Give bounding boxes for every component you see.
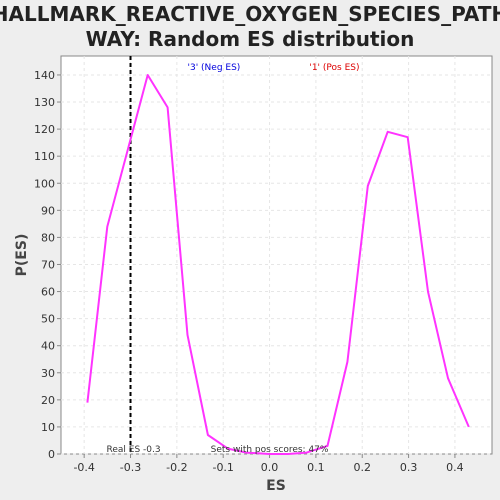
x-tick-label: -0.3 bbox=[120, 461, 141, 474]
y-tick-label: 40 bbox=[41, 340, 55, 353]
y-tick-label: 60 bbox=[41, 286, 55, 299]
x-tick-label: 0.2 bbox=[353, 461, 371, 474]
x-tick-label: -0.1 bbox=[212, 461, 233, 474]
chart-title-line-2: WAY: Random ES distribution bbox=[86, 27, 415, 51]
y-tick-label: 140 bbox=[34, 69, 55, 82]
plot-area bbox=[60, 55, 493, 455]
legend-pos-es: '1' (Pos ES) bbox=[309, 63, 359, 73]
y-tick-label: 50 bbox=[41, 313, 55, 326]
pos-scores-annotation: Sets with pos scores: 47% bbox=[211, 445, 329, 455]
x-tick-label: -0.2 bbox=[166, 461, 187, 474]
x-tick-label: 0.1 bbox=[307, 461, 325, 474]
y-tick-label: 30 bbox=[41, 367, 55, 380]
y-tick-label: 110 bbox=[34, 150, 55, 163]
x-axis-ticks: -0.4 -0.3 -0.2 -0.1 0.0 0.1 0.2 0.3 0.4 bbox=[73, 454, 464, 474]
y-tick-label: 100 bbox=[34, 177, 55, 190]
y-axis-label: P(ES) bbox=[14, 234, 30, 277]
real-es-label: Real ES -0.3 bbox=[107, 445, 161, 455]
x-tick-label: 0.3 bbox=[400, 461, 418, 474]
y-tick-label: 0 bbox=[48, 448, 55, 461]
y-tick-label: 90 bbox=[41, 204, 55, 217]
chart-title-line-1: HALLMARK_REACTIVE_OXYGEN_SPECIES_PATH bbox=[0, 2, 500, 26]
x-tick-label: 0.0 bbox=[261, 461, 279, 474]
y-tick-label: 130 bbox=[34, 96, 55, 109]
y-tick-label: 80 bbox=[41, 231, 55, 244]
y-tick-label: 120 bbox=[34, 123, 55, 136]
y-tick-label: 70 bbox=[41, 258, 55, 271]
y-tick-label: 10 bbox=[41, 421, 55, 434]
y-tick-label: 20 bbox=[41, 394, 55, 407]
x-tick-label: -0.4 bbox=[73, 461, 94, 474]
y-axis-ticks: 0 10 20 30 40 50 60 70 80 90 100 110 120 130 140 bbox=[34, 69, 61, 461]
series-line bbox=[86, 74, 470, 455]
legend-neg-es: '3' (Neg ES) bbox=[188, 63, 241, 73]
x-axis-label: ES bbox=[266, 478, 286, 494]
series-group bbox=[86, 74, 470, 455]
x-tick-label: 0.4 bbox=[446, 461, 464, 474]
